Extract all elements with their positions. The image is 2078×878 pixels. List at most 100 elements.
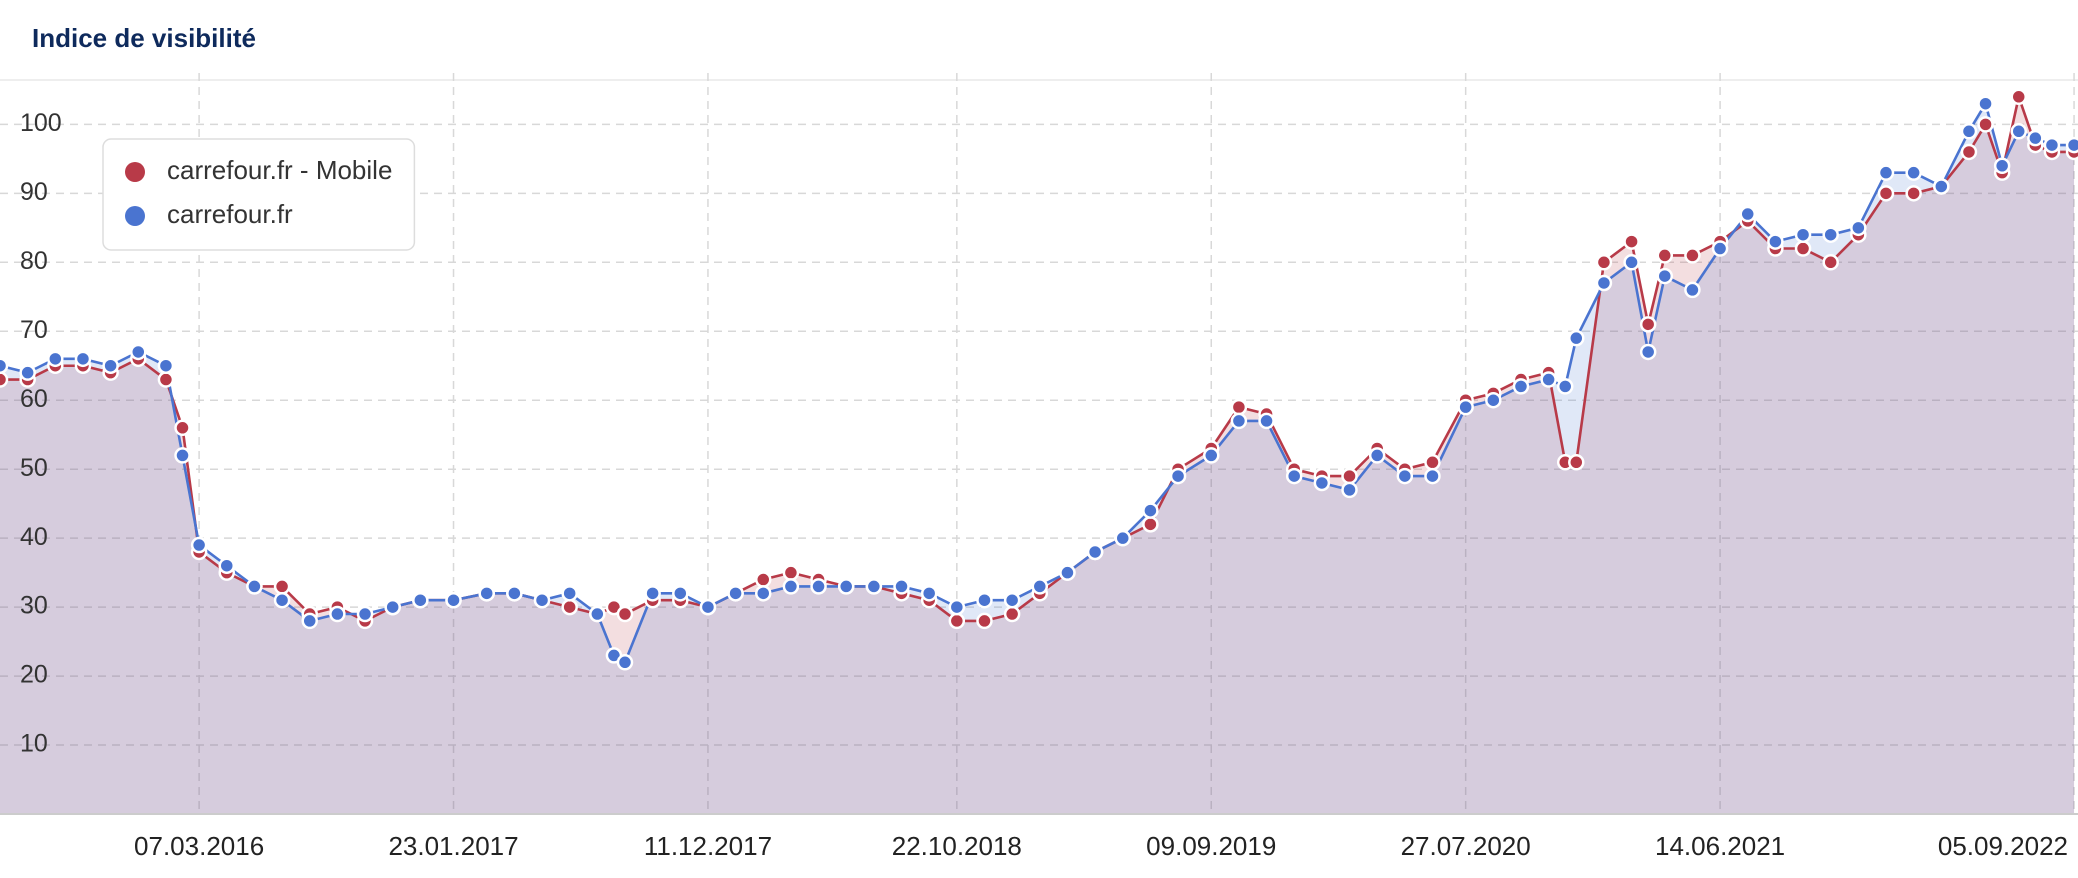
data-point bbox=[174, 447, 191, 464]
data-point bbox=[1767, 233, 1784, 250]
data-point bbox=[920, 585, 938, 602]
data-point bbox=[2027, 129, 2044, 147]
data-point bbox=[1556, 378, 1574, 395]
legend-box bbox=[102, 138, 416, 251]
data-point bbox=[561, 598, 578, 616]
legend-marker bbox=[125, 206, 145, 226]
data-point bbox=[246, 578, 263, 595]
data-point bbox=[1595, 254, 1613, 271]
y-tick-label: 60 bbox=[20, 385, 48, 413]
data-point bbox=[1684, 281, 1701, 299]
data-point bbox=[1960, 123, 1978, 140]
data-point bbox=[1142, 502, 1159, 519]
data-point bbox=[561, 585, 578, 602]
data-point bbox=[1457, 398, 1474, 416]
data-point bbox=[1341, 467, 1358, 485]
data-point bbox=[1230, 412, 1248, 430]
y-tick-label: 40 bbox=[20, 523, 48, 551]
y-tick-label: 30 bbox=[20, 592, 48, 620]
data-point bbox=[1341, 481, 1358, 499]
data-point bbox=[1933, 178, 1950, 195]
data-point bbox=[976, 612, 993, 630]
data-point bbox=[1684, 247, 1701, 264]
x-tick-label: 27.07.2020 bbox=[1401, 831, 1531, 861]
data-point bbox=[1877, 164, 1895, 181]
data-point bbox=[1512, 378, 1530, 395]
data-point bbox=[2043, 136, 2061, 154]
data-point bbox=[1568, 329, 1585, 347]
data-point bbox=[1794, 226, 1812, 243]
data-point bbox=[1424, 454, 1441, 471]
data-point bbox=[1568, 454, 1585, 471]
data-point bbox=[1031, 578, 1049, 595]
y-tick-label: 50 bbox=[20, 454, 48, 482]
data-point bbox=[1368, 447, 1386, 464]
x-tick-label: 05.09.2022 bbox=[1938, 831, 2068, 861]
data-point bbox=[1977, 116, 1994, 133]
data-point bbox=[1114, 529, 1132, 547]
legend-marker bbox=[125, 162, 145, 182]
x-tick-label: 22.10.2018 bbox=[892, 831, 1022, 861]
data-point bbox=[1639, 316, 1657, 333]
data-point bbox=[782, 578, 800, 595]
data-point bbox=[755, 571, 772, 588]
data-point bbox=[157, 357, 175, 374]
data-point bbox=[412, 591, 429, 609]
data-point bbox=[384, 598, 401, 616]
data-point bbox=[727, 585, 744, 602]
data-point bbox=[1905, 185, 1922, 202]
data-point bbox=[1485, 391, 1502, 409]
data-point bbox=[218, 557, 236, 574]
data-point bbox=[672, 585, 689, 602]
data-point bbox=[47, 350, 64, 368]
data-point bbox=[1960, 143, 1978, 161]
data-point bbox=[130, 343, 147, 361]
data-point bbox=[1623, 233, 1640, 250]
data-point bbox=[157, 371, 175, 388]
data-point bbox=[1202, 447, 1220, 464]
data-point bbox=[0, 371, 9, 388]
data-point bbox=[1595, 274, 1613, 292]
data-point bbox=[948, 612, 966, 630]
data-point bbox=[976, 591, 993, 609]
data-point bbox=[506, 585, 523, 602]
y-tick-label: 90 bbox=[20, 178, 48, 206]
data-point bbox=[1656, 247, 1674, 264]
data-point bbox=[1905, 164, 1922, 181]
legend-label: carrefour.fr bbox=[167, 199, 293, 229]
data-point bbox=[102, 357, 119, 374]
data-point bbox=[1540, 371, 1557, 388]
data-point bbox=[1639, 343, 1657, 361]
data-point bbox=[2010, 123, 2027, 140]
data-point bbox=[1059, 564, 1076, 581]
data-point bbox=[301, 612, 318, 630]
y-tick-label: 20 bbox=[20, 661, 48, 689]
data-point bbox=[1877, 185, 1895, 202]
data-point bbox=[616, 654, 634, 671]
data-point bbox=[893, 578, 910, 595]
area bbox=[0, 103, 2075, 815]
data-point bbox=[837, 578, 855, 595]
data-point bbox=[1424, 467, 1441, 485]
data-point bbox=[478, 585, 495, 602]
data-point bbox=[0, 357, 9, 374]
data-point bbox=[1822, 226, 1839, 243]
x-tick-label: 23.01.2017 bbox=[388, 831, 518, 861]
data-point bbox=[865, 578, 883, 595]
data-point bbox=[19, 364, 36, 381]
data-point bbox=[356, 605, 374, 623]
data-point bbox=[1656, 267, 1674, 285]
legend-label: carrefour.fr - Mobile bbox=[167, 155, 392, 185]
data-point bbox=[1086, 543, 1104, 561]
data-point bbox=[174, 419, 191, 437]
data-point bbox=[273, 578, 291, 595]
data-point bbox=[2010, 88, 2027, 106]
data-point bbox=[755, 585, 772, 602]
data-point bbox=[1142, 516, 1159, 533]
data-point bbox=[1285, 467, 1303, 485]
data-point bbox=[445, 591, 462, 609]
data-point bbox=[533, 591, 551, 609]
data-point bbox=[2065, 136, 2078, 154]
data-point bbox=[1822, 254, 1839, 271]
